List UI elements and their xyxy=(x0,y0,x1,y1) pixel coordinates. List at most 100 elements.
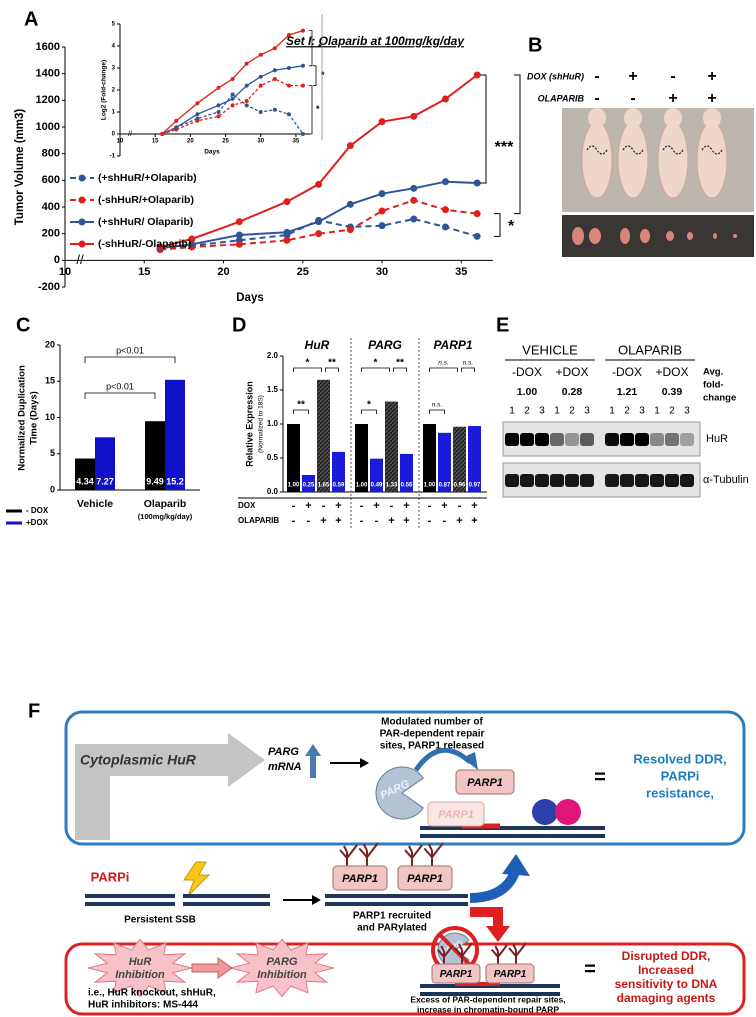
condition-sign: - xyxy=(292,500,296,512)
lane-number: 3 xyxy=(539,406,545,417)
data-point xyxy=(378,190,386,198)
par-chain xyxy=(454,942,473,964)
parp1-box xyxy=(485,963,535,984)
value-label: 15.2 xyxy=(166,476,184,486)
significance-bracket xyxy=(84,356,176,363)
y-axis-sublabel: (Normalized to 18S) xyxy=(258,395,265,453)
outcome: Disrupted DDR, xyxy=(622,949,711,963)
diagram-note: increase in chromatin-bound PARP xyxy=(417,1004,559,1014)
lane-number: 2 xyxy=(569,406,575,417)
outcome: sensitivity to DNA xyxy=(615,977,718,991)
inhibitor-examples: i.e., HuR knockout, shHuR, xyxy=(88,988,216,999)
y-tick-label: 0.0 xyxy=(267,487,279,496)
data-point xyxy=(410,184,418,192)
condition-sign: - xyxy=(670,68,675,85)
release-arrow-head xyxy=(462,752,478,770)
legend-label: (-shHuR/-Olaparib) xyxy=(98,238,191,250)
y-tick-label: 2 xyxy=(112,88,116,94)
significance-label: ** xyxy=(328,358,336,369)
par-chain xyxy=(339,844,358,866)
blot-band xyxy=(635,433,649,446)
protein-label: α-Tubulin xyxy=(703,474,749,486)
data-point xyxy=(346,226,354,234)
no-sign-slash xyxy=(438,933,472,967)
bar xyxy=(400,453,413,492)
axis-break: // xyxy=(128,129,132,138)
arrow-head xyxy=(360,758,369,768)
drug-label: PARPi xyxy=(91,869,130,884)
significance-label: ** xyxy=(297,400,305,411)
blot-band xyxy=(620,474,634,487)
blot-band xyxy=(665,474,679,487)
blot-band xyxy=(680,474,694,487)
y-tick-label: 4 xyxy=(112,44,116,50)
condition-label: DOX xyxy=(238,501,256,510)
value-label: 1.00 xyxy=(356,483,368,489)
legend-label: - DOX xyxy=(26,506,49,515)
y-tick-label: 0 xyxy=(50,484,55,494)
blot-band xyxy=(520,433,534,446)
value-label: 1.00 xyxy=(288,483,300,489)
bar xyxy=(145,421,165,490)
data-point xyxy=(188,235,196,243)
parp1-label: PARP1 xyxy=(342,873,378,885)
legend-label: (+shHuR/+Olaparib) xyxy=(98,172,197,184)
y-tick-label: 0.5 xyxy=(267,453,279,462)
data-point xyxy=(286,83,291,88)
data-point xyxy=(410,196,418,204)
significance-bracket xyxy=(514,74,521,215)
dox-label: +DOX xyxy=(655,365,688,379)
blot-band xyxy=(665,433,679,446)
mouse-head xyxy=(624,108,642,128)
condition-sign: + xyxy=(707,90,716,107)
data-point xyxy=(283,198,291,206)
significance-bracket xyxy=(393,367,407,372)
tumor xyxy=(687,232,693,240)
blot-band xyxy=(550,474,564,487)
parp1-box xyxy=(455,769,515,795)
panel-label: E xyxy=(496,314,509,336)
protein-pink xyxy=(555,799,581,825)
bar xyxy=(468,426,481,492)
bar xyxy=(75,458,95,490)
significance-label: * xyxy=(316,104,320,114)
blot-band xyxy=(520,474,534,487)
legend-label: (+shHuR/ Olaparib) xyxy=(98,216,193,228)
series-line xyxy=(162,78,303,135)
data-point xyxy=(283,236,291,244)
dose-label: (100mg/kg/day) xyxy=(138,512,193,521)
condition-label: OLAPARIB xyxy=(238,516,279,525)
y-tick-label: 0 xyxy=(112,132,116,138)
y-tick-label: 1 xyxy=(112,110,116,116)
significance-bracket xyxy=(480,74,487,184)
diagram-note: PARP1 recruited xyxy=(353,911,431,922)
outcome: damaging agents xyxy=(617,991,716,1005)
gene-label: HuR xyxy=(305,338,330,352)
inhibition-label: Inhibition xyxy=(115,969,165,981)
data-point xyxy=(235,231,243,239)
data-point xyxy=(283,228,291,236)
y-tick-label: 1000 xyxy=(36,121,60,133)
blot-band xyxy=(565,474,579,487)
x-tick-label: 20 xyxy=(187,139,194,145)
mouse-head xyxy=(664,108,682,128)
condition-sign: - xyxy=(443,515,447,527)
data-point xyxy=(473,179,481,187)
equals: = xyxy=(594,766,606,788)
tumor-outline xyxy=(662,145,684,155)
blot-band xyxy=(650,474,664,487)
data-point xyxy=(315,218,323,226)
x-tick-label: 15 xyxy=(138,266,150,278)
panel-label: A xyxy=(24,8,38,30)
parp1-box xyxy=(332,865,388,891)
condition-sign: + xyxy=(320,515,326,527)
inhibitor-examples: HuR inhibitors: MS-444 xyxy=(88,1000,198,1011)
data-point xyxy=(300,132,305,136)
y-tick-label: 200 xyxy=(42,228,60,240)
y-tick-label: -200 xyxy=(38,281,60,293)
significance-bracket xyxy=(309,85,313,135)
panel-label: C xyxy=(16,314,30,336)
bar xyxy=(302,475,315,492)
tumor xyxy=(713,233,717,239)
significance-label: n.s. xyxy=(432,402,443,409)
